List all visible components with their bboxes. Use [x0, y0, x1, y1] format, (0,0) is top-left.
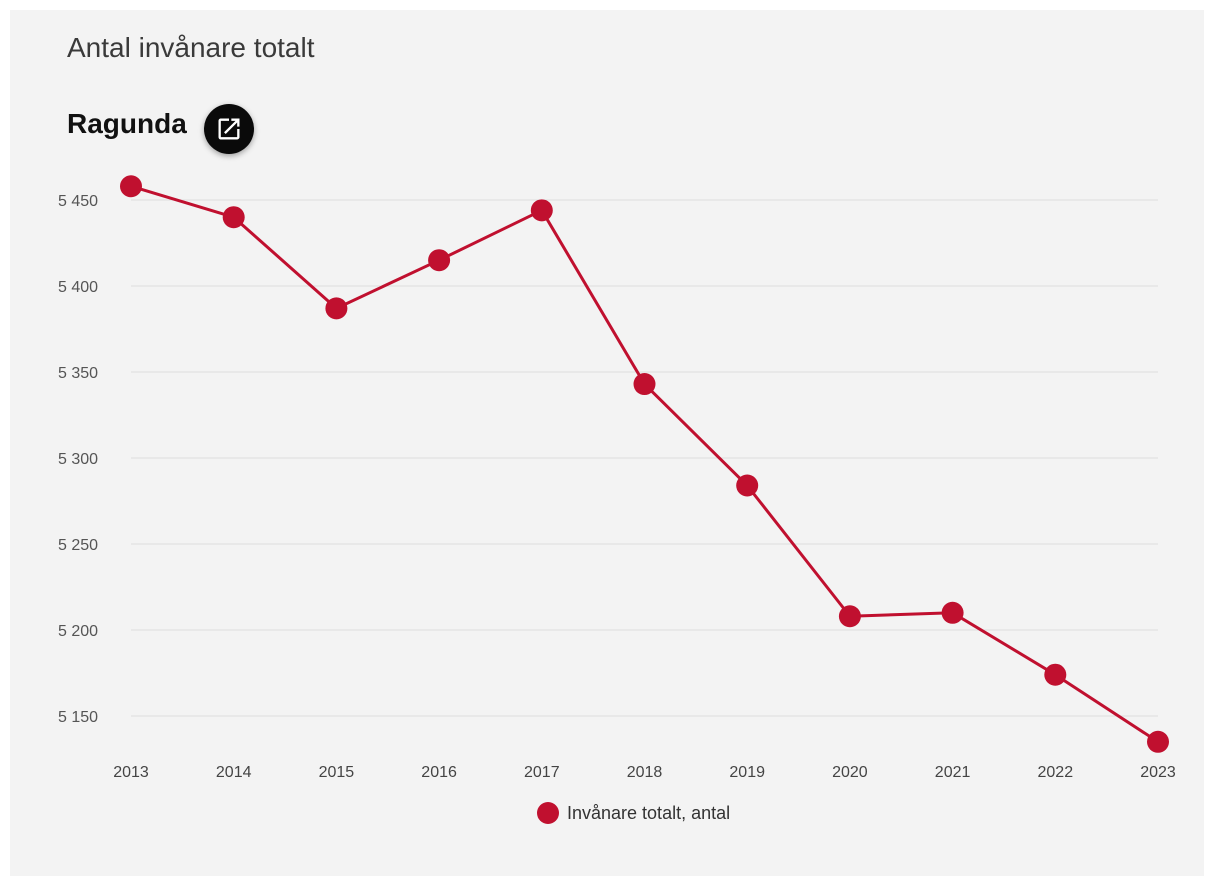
open-external-icon — [218, 118, 240, 140]
data-point — [428, 249, 451, 272]
x-tick-label: 2022 — [1038, 764, 1074, 781]
x-tick-label: 2018 — [627, 764, 663, 781]
x-tick-label: 2015 — [319, 764, 355, 781]
data-point — [120, 175, 142, 198]
line-chart: 5 450 5 400 5 350 5 300 5 250 5 200 5 150 2013 2… — [58, 175, 1176, 781]
y-tick-label: 5 200 — [58, 623, 98, 640]
data-point — [838, 605, 861, 628]
data-point — [222, 206, 245, 229]
x-tick-label: 2019 — [729, 764, 765, 781]
data-point — [941, 601, 964, 624]
x-tick-label: 2021 — [935, 764, 971, 781]
legend-marker — [537, 802, 559, 824]
x-tick-label: 2017 — [524, 764, 560, 781]
data-point — [1044, 663, 1067, 686]
data-point — [530, 199, 553, 222]
chart-title: Antal invånare totalt — [67, 32, 315, 63]
x-tick-label: 2023 — [1140, 764, 1176, 781]
y-tick-label: 5 250 — [58, 537, 98, 554]
x-tick-label: 2014 — [216, 764, 252, 781]
series-line — [130, 184, 1159, 744]
y-tick-label: 5 300 — [58, 451, 98, 468]
y-tick-label: 5 400 — [58, 279, 98, 296]
region-name: Ragunda — [67, 108, 187, 139]
data-point — [1147, 730, 1169, 753]
x-tick-label: 2016 — [421, 764, 457, 781]
legend-label: Invånare totalt, antal — [567, 802, 731, 823]
chart-legend[interactable]: Invånare totalt, antal — [537, 800, 730, 826]
y-tick-label: 5 150 — [58, 709, 98, 726]
open-external-button[interactable] — [204, 104, 254, 154]
y-tick-label: 5 450 — [58, 193, 98, 210]
data-point — [633, 373, 656, 396]
y-tick-label: 5 350 — [58, 365, 98, 382]
data-point — [325, 297, 348, 320]
data-point — [736, 474, 759, 497]
x-tick-label: 2020 — [832, 764, 868, 781]
chart-card: Antal invånare totalt Ragunda 5 450 5 400… — [10, 10, 1204, 876]
x-tick-label: 2013 — [113, 764, 149, 781]
